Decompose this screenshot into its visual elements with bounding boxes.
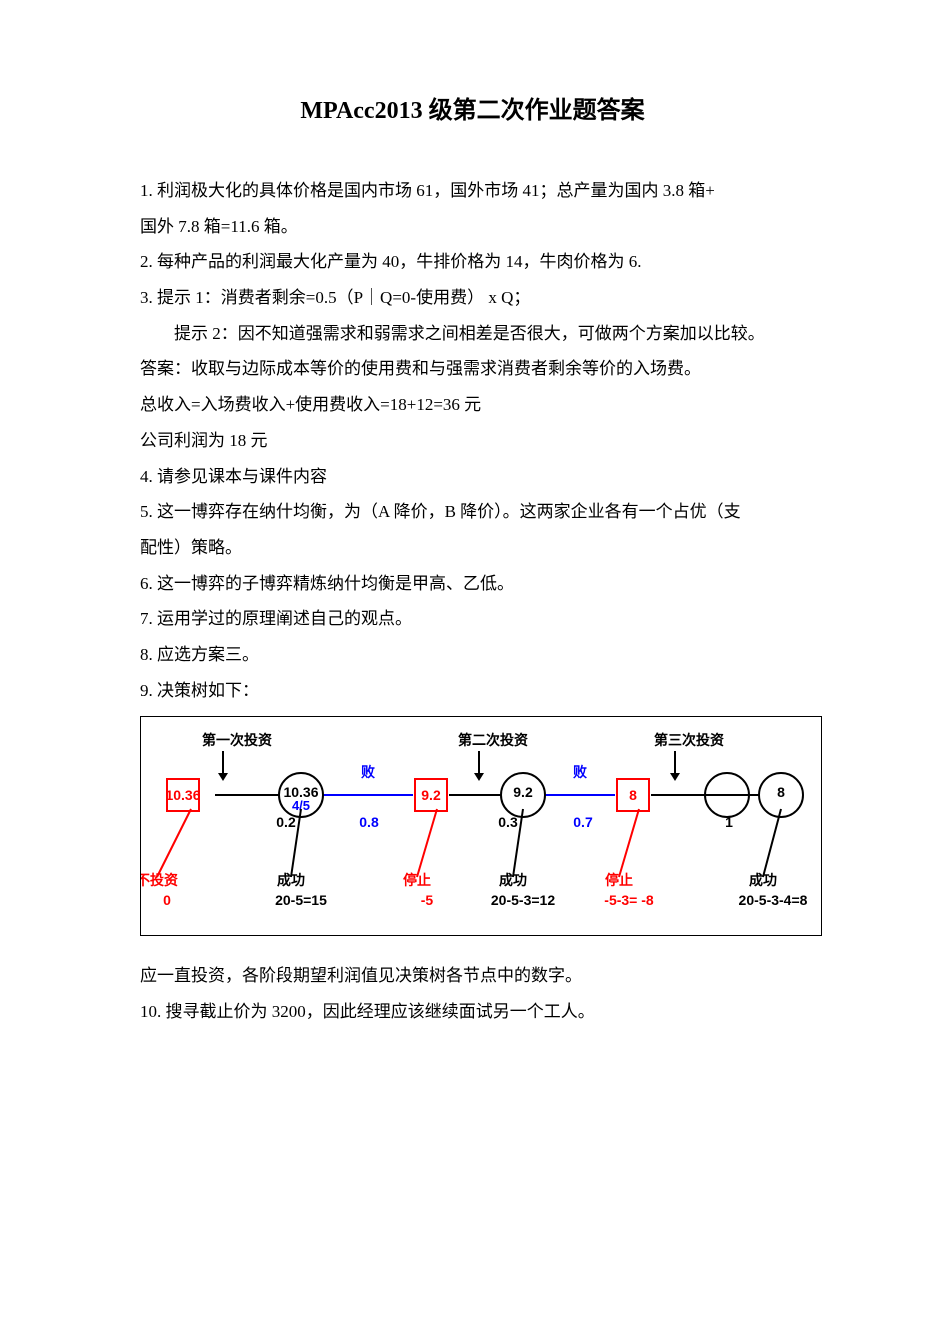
svg-text:1: 1 xyxy=(725,814,733,830)
svg-text:第三次投资: 第三次投资 xyxy=(654,732,724,749)
svg-text:成功: 成功 xyxy=(277,872,305,889)
text-line: 国外 7.8 箱=11.6 箱。 xyxy=(140,209,805,245)
text-line: 公司利润为 18 元 xyxy=(140,423,805,459)
text-line: 3. 提示 1：消费者剩余=0.5（P｜Q=0-使用费） x Q； xyxy=(140,280,805,316)
svg-text:败: 败 xyxy=(573,764,588,781)
svg-text:不投资: 不投资 xyxy=(141,872,178,889)
text-line: 6. 这一博弈的子博弈精炼纳什均衡是甲高、乙低。 xyxy=(140,566,805,602)
svg-text:第一次投资: 第一次投资 xyxy=(202,732,272,749)
page-title: MPAcc2013 级第二次作业题答案 xyxy=(140,90,805,125)
svg-text:9.2: 9.2 xyxy=(421,787,441,803)
text-line: 4. 请参见课本与课件内容 xyxy=(140,459,805,495)
text-line: 总收入=入场费收入+使用费收入=18+12=36 元 xyxy=(140,387,805,423)
text-line: 10. 搜寻截止价为 3200，因此经理应该继续面试另一个工人。 xyxy=(140,994,805,1030)
text-line: 应一直投资，各阶段期望利润值见决策树各节点中的数字。 xyxy=(140,958,805,994)
text-line: 配性）策略。 xyxy=(140,530,805,566)
text-line: 1. 利润极大化的具体价格是国内市场 61，国外市场 41；总产量为国内 3.8… xyxy=(140,173,805,209)
text-line: 7. 运用学过的原理阐述自己的观点。 xyxy=(140,601,805,637)
svg-text:20-5=15: 20-5=15 xyxy=(275,892,327,908)
text-line: 提示 2：因不知道强需求和弱需求之间相差是否很大，可做两个方案加以比较。 xyxy=(140,316,805,352)
document-page: MPAcc2013 级第二次作业题答案 1. 利润极大化的具体价格是国内市场 6… xyxy=(0,0,945,1337)
svg-text:8: 8 xyxy=(777,784,785,800)
svg-text:0.2: 0.2 xyxy=(276,814,296,830)
svg-text:0.8: 0.8 xyxy=(359,814,379,830)
svg-text:成功: 成功 xyxy=(499,872,527,889)
svg-text:20-5-3=12: 20-5-3=12 xyxy=(491,892,555,908)
decision-tree-svg: 第一次投资第二次投资第三次投资败败10.369.2810.364/59.280.… xyxy=(141,717,821,935)
svg-text:-5: -5 xyxy=(421,892,434,908)
text-line: 2. 每种产品的利润最大化产量为 40，牛排价格为 14，牛肉价格为 6. xyxy=(140,244,805,280)
text-line: 8. 应选方案三。 xyxy=(140,637,805,673)
svg-text:0.7: 0.7 xyxy=(573,814,593,830)
text-line: 5. 这一博弈存在纳什均衡，为（A 降价，B 降价）。这两家企业各有一个占优（支 xyxy=(140,494,805,530)
svg-text:10.36: 10.36 xyxy=(165,787,200,803)
svg-text:9.2: 9.2 xyxy=(513,784,533,800)
svg-text:停止: 停止 xyxy=(403,872,431,889)
svg-text:第二次投资: 第二次投资 xyxy=(458,732,528,749)
svg-text:8: 8 xyxy=(629,787,637,803)
text-line: 9. 决策树如下： xyxy=(140,673,805,709)
svg-text:20-5-3-4=8: 20-5-3-4=8 xyxy=(739,892,808,908)
svg-text:败: 败 xyxy=(361,764,376,781)
svg-text:0.3: 0.3 xyxy=(498,814,518,830)
text-line: 答案：收取与边际成本等价的使用费和与强需求消费者剩余等价的入场费。 xyxy=(140,351,805,387)
decision-tree-diagram: 第一次投资第二次投资第三次投资败败10.369.2810.364/59.280.… xyxy=(140,716,822,936)
svg-text:0: 0 xyxy=(163,892,171,908)
svg-text:停止: 停止 xyxy=(605,872,633,889)
svg-text:-5-3= -8: -5-3= -8 xyxy=(604,892,654,908)
answers-text: 1. 利润极大化的具体价格是国内市场 61，国外市场 41；总产量为国内 3.8… xyxy=(140,173,805,708)
svg-text:成功: 成功 xyxy=(749,872,777,889)
answers-text-after: 应一直投资，各阶段期望利润值见决策树各节点中的数字。10. 搜寻截止价为 320… xyxy=(140,958,805,1029)
